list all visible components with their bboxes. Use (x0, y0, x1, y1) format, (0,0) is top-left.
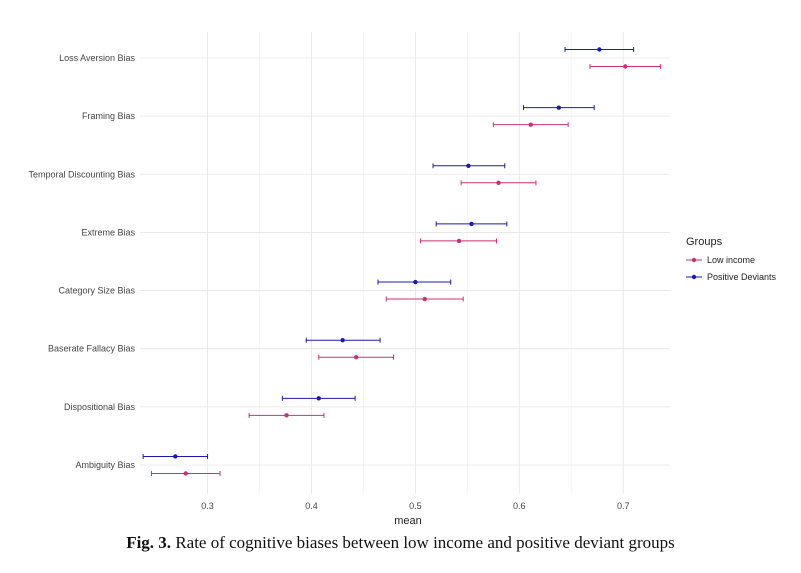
y-category-label: Category Size Bias (58, 286, 135, 296)
mean-point (623, 64, 628, 69)
cognitive-bias-chart: Loss Aversion Bias Framing Bias Temporal D… (28, 32, 777, 527)
y-category-label: Extreme Bias (81, 227, 135, 237)
y-category-label: Dispositional Bias (64, 402, 136, 412)
legend-item: Low income (686, 255, 755, 265)
errorbar-positive-deviants (281, 395, 356, 401)
y-category-label: Ambiguity Bias (75, 460, 135, 470)
mean-point (413, 279, 418, 285)
errorbar-positive-deviants (305, 337, 381, 343)
x-tick-label: 0.7 (617, 501, 630, 511)
x-tick-label: 0.5 (409, 501, 422, 511)
y-category-label: Loss Aversion Bias (59, 53, 135, 63)
errorbar-positive-deviants (142, 453, 209, 459)
errorbar-low-income (589, 64, 662, 69)
data-marks (142, 47, 662, 476)
mean-point (597, 47, 602, 52)
y-category-label: Temporal Discounting Bias (28, 169, 135, 179)
x-tick-label: 0.4 (305, 501, 318, 511)
grid-lines (140, 32, 670, 494)
legend-label: Low income (707, 255, 755, 265)
x-tick-label: 0.3 (201, 501, 214, 511)
errorbar-positive-deviants (564, 47, 635, 52)
figure-caption: Fig. 3. Rate of cognitive biases between… (0, 533, 801, 553)
legend-key-point (691, 257, 697, 263)
mean-point (456, 238, 462, 244)
mean-point (173, 454, 178, 459)
errorbar-low-income (150, 470, 221, 476)
x-axis-title: mean (394, 515, 422, 527)
errorbar-low-income (460, 180, 537, 186)
mean-point (496, 180, 501, 185)
errorbar-low-income (318, 354, 395, 360)
errorbar-positive-deviants (432, 163, 506, 169)
errorbar-positive-deviants (522, 105, 595, 111)
legend-label: Positive Deviants (707, 272, 777, 282)
mean-point (284, 413, 289, 418)
mean-point (340, 338, 345, 343)
x-tick-label: 0.6 (513, 501, 526, 511)
mean-point (422, 296, 427, 302)
mean-point (183, 471, 188, 476)
errorbar-low-income (385, 296, 464, 302)
mean-point (556, 105, 562, 110)
legend-key-point (691, 274, 697, 280)
y-axis-labels: Loss Aversion Bias Framing Bias Temporal D… (28, 53, 135, 470)
mean-point (316, 396, 321, 401)
errorbar-low-income (248, 412, 325, 418)
legend: Groups Low income Positive Deviants (686, 236, 777, 282)
errorbar-low-income (420, 238, 497, 244)
errorbar-low-income (492, 122, 569, 128)
x-axis-ticks: 0.3 0.4 0.5 0.6 0.7 (201, 501, 629, 511)
errorbar-positive-deviants (377, 279, 452, 285)
mean-point (353, 355, 359, 360)
mean-point (466, 163, 471, 168)
mean-point (528, 122, 533, 127)
mean-point (469, 221, 474, 227)
legend-title: Groups (686, 236, 723, 248)
y-category-label: Baserate Fallacy Bias (48, 344, 136, 354)
errorbar-positive-deviants (435, 221, 508, 227)
figure-caption-text: Rate of cognitive biases between low inc… (171, 533, 675, 552)
y-category-label: Framing Bias (82, 111, 136, 121)
legend-item: Positive Deviants (686, 272, 777, 282)
figure-caption-label: Fig. 3. (126, 533, 172, 552)
